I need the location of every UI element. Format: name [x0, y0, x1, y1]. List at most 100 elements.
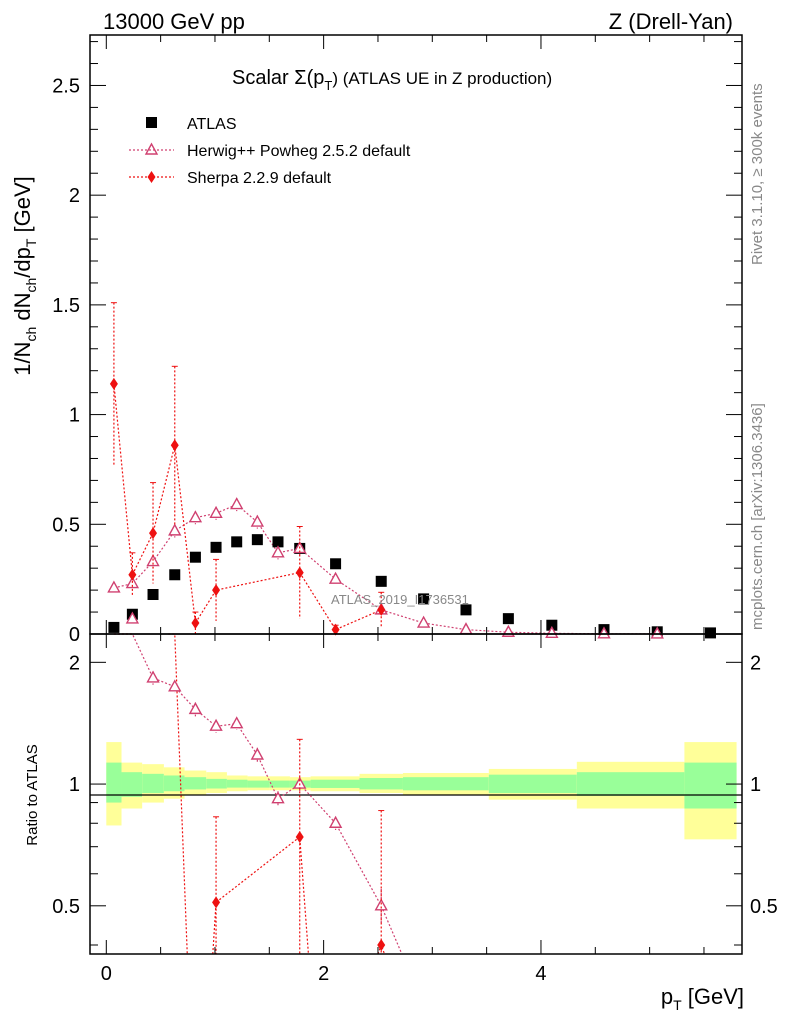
ratio-herwig-point: [271, 791, 285, 804]
ratio-band-inner: [184, 777, 207, 790]
herwig-point: [250, 514, 265, 527]
herwig-point: [597, 626, 611, 639]
ratio-sherpa-point: [377, 938, 386, 951]
ratio-herwig-point: [188, 701, 203, 715]
atlas-point: [231, 536, 243, 548]
x-axis-label: pT [GeV]: [661, 984, 744, 1013]
plot-title: Scalar Σ(pT) (ATLAS UE in Z production): [232, 67, 552, 93]
herwig-point: [650, 626, 664, 639]
main-y-tick-label: 2.5: [52, 75, 80, 97]
legend-atlas-label: ATLAS: [187, 116, 237, 133]
atlas-point: [546, 619, 558, 631]
energy-label: 13000 GeV pp: [103, 9, 245, 34]
analysis-label: ATLAS_2019_I1736531: [331, 592, 469, 607]
ratio-y-tick-label-right: 2: [750, 652, 761, 674]
y-axis-label-main: 1/Nch dNch/dpT [GeV]: [10, 176, 39, 376]
sherpa-point: [128, 568, 137, 581]
legend: ATLAS Herwig++ Powheg 2.5.2 default Sher…: [129, 116, 411, 187]
ratio-panel-frame: [89, 633, 743, 955]
ratio-sherpa-point: [212, 896, 221, 909]
atlas-point: [375, 575, 387, 587]
ratio-y-tick-label-right: 1: [750, 774, 761, 796]
ratio-sherpa-line: [168, 633, 188, 955]
atlas-point: [108, 621, 120, 633]
main-y-tick-label: 0: [69, 624, 80, 646]
ratio-band-inner: [269, 780, 290, 788]
herwig-point: [168, 523, 182, 536]
sherpa-point: [212, 584, 221, 597]
ratio-y-tick-label-right: 0.5: [750, 896, 778, 918]
ratio-herwig-point: [374, 898, 388, 911]
herwig-point: [416, 615, 431, 628]
atlas-point: [251, 534, 263, 546]
main-y-tick-label: 1: [69, 405, 80, 427]
ratio-herwig-point: [230, 716, 244, 729]
herwig-point: [209, 505, 223, 519]
atlas-point: [210, 541, 222, 553]
ratio-band-inner: [226, 779, 248, 788]
x-tick-label: 4: [535, 963, 546, 985]
legend-herwig-marker: [144, 142, 159, 155]
main-y-tick-label: 1.5: [52, 295, 80, 317]
atlas-point: [272, 536, 284, 548]
sherpa-point: [377, 603, 386, 616]
sherpa-point: [331, 623, 340, 636]
ratio-band-inner: [121, 772, 143, 797]
herwig-point: [230, 497, 244, 510]
legend-sherpa-marker: [147, 171, 156, 183]
mcplots-label: mcplots.cern.ch [arXiv:1306.3436]: [749, 403, 766, 630]
y-axis-label-ratio: Ratio to ATLAS: [24, 744, 41, 845]
herwig-point: [545, 625, 559, 639]
ratio-y-tick-label-left: 2: [69, 652, 80, 674]
process-label: Z (Drell-Yan): [609, 9, 733, 34]
ratio-band-inner: [206, 778, 227, 789]
ratio-herwig-point: [209, 718, 223, 731]
ratio-band-inner: [402, 777, 489, 791]
ratio-herwig-point: [168, 679, 182, 692]
legend-sherpa-label: Sherpa 2.2.9 default: [187, 170, 332, 187]
atlas-point: [460, 604, 472, 616]
ratio-sherpa-line: [212, 835, 310, 955]
herwig-point: [459, 622, 473, 635]
herwig-point: [328, 571, 343, 584]
main-y-tick-label: 0.5: [52, 514, 80, 536]
atlas-point: [502, 613, 514, 625]
ratio-band-inner: [142, 773, 164, 794]
atlas-point: [704, 627, 716, 639]
ratio-band-inner: [684, 762, 737, 809]
atlas-point: [189, 551, 201, 563]
ratio-y-tick-label-left: 1: [69, 774, 80, 796]
ratio-band-inner: [576, 772, 685, 796]
sherpa-line: [113, 383, 382, 631]
herwig-point: [188, 510, 203, 523]
atlas-point: [418, 593, 430, 605]
ratio-band-inner: [106, 762, 122, 803]
atlas-point: [147, 589, 159, 601]
ratio-herwig-point: [328, 815, 343, 828]
ratio-sherpa-point: [295, 830, 304, 843]
main-y-tick-label: 2: [69, 185, 80, 207]
herwig-point: [107, 580, 121, 593]
ratio-band-inner: [247, 780, 270, 788]
ratio-band-inner: [310, 779, 360, 788]
rivet-label: Rivet 3.1.10, ≥ 300k events: [749, 83, 766, 265]
ratio-band-inner: [359, 778, 403, 790]
x-tick-label: 2: [318, 963, 329, 985]
legend-atlas-marker: [146, 117, 157, 128]
herwig-line: [113, 503, 658, 635]
ratio-band-inner: [488, 774, 577, 794]
ratio-band-inner: [163, 775, 185, 792]
sherpa-point: [170, 439, 179, 452]
sherpa-point: [295, 566, 304, 579]
herwig-point: [271, 545, 285, 558]
ratio-y-tick-label-left: 0.5: [52, 896, 80, 918]
ratio-herwig-point: [125, 611, 140, 624]
ratio-herwig-point: [250, 747, 265, 760]
sherpa-point: [191, 617, 200, 630]
x-tick-label: 0: [101, 963, 112, 985]
sherpa-point: [149, 527, 158, 540]
ratio-herwig-point: [146, 670, 160, 683]
sherpa-point: [109, 377, 118, 390]
legend-herwig-label: Herwig++ Powheg 2.5.2 default: [187, 143, 411, 160]
